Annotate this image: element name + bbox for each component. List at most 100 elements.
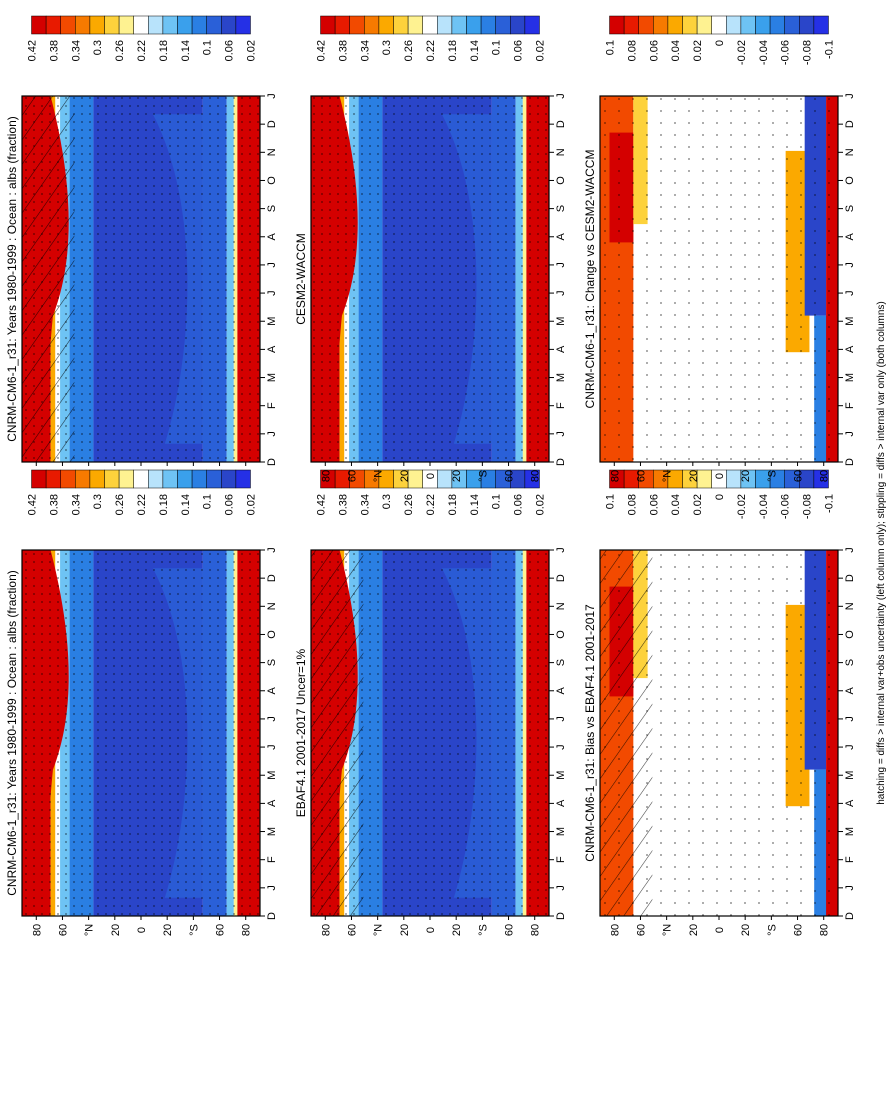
month-tick-label: D bbox=[555, 120, 567, 128]
colorbar-segment bbox=[378, 15, 394, 35]
colorbar-label: 0.18 bbox=[158, 494, 170, 515]
month-tick-label: M bbox=[844, 771, 856, 780]
month-tick-label: M bbox=[844, 827, 856, 836]
panel-3: EBAF4.1 2001-2017 Uncer=1% D J F M A M J J A S O N D J… bbox=[294, 469, 567, 936]
month-tick-label: J bbox=[844, 716, 856, 722]
colorbar-label: 0.26 bbox=[403, 494, 415, 515]
colorbar-label: 0.38 bbox=[48, 40, 60, 61]
colorbar-label: 0.18 bbox=[447, 494, 459, 515]
colorbar-label: 0.14 bbox=[180, 494, 192, 515]
lat-tick-label: 0 bbox=[425, 927, 437, 933]
month-tick-label: J bbox=[844, 885, 856, 891]
month-tick-label: J bbox=[266, 431, 278, 437]
month-tick-label: M bbox=[266, 771, 278, 780]
hatching-overlay bbox=[311, 550, 364, 916]
colorbar-segment bbox=[45, 15, 61, 35]
colorbar-segment bbox=[726, 15, 742, 35]
lat-tick-label: 20 bbox=[399, 924, 411, 936]
month-tick-label: J bbox=[266, 885, 278, 891]
month-tick-label: J bbox=[555, 744, 567, 750]
colorbar-segment bbox=[349, 15, 365, 35]
month-tick-label: D bbox=[844, 120, 856, 128]
colorbar-label: 0 bbox=[714, 494, 726, 500]
lat-tick-label: 80 bbox=[819, 470, 831, 482]
colorbar-segment bbox=[653, 15, 669, 35]
colorbar-label: 0.22 bbox=[425, 40, 437, 61]
panel-title: CNRM-CM6-1_r31: Years 1980-1999 : Ocean … bbox=[5, 570, 19, 895]
colorbar-label: 0.34 bbox=[359, 40, 371, 61]
colorbar-segment bbox=[769, 15, 785, 35]
month-tick-label: A bbox=[266, 686, 278, 694]
month-tick-label: J bbox=[266, 93, 278, 99]
colorbar-label: -0.04 bbox=[758, 494, 770, 519]
colorbar-segment bbox=[133, 469, 149, 489]
month-tick-label: O bbox=[555, 630, 567, 639]
lat-tick-label: °S bbox=[766, 470, 778, 482]
colorbar-segment bbox=[31, 15, 47, 35]
month-tick-label: J bbox=[555, 262, 567, 268]
month-tick-label: M bbox=[266, 827, 278, 836]
colorbar-segment bbox=[726, 469, 742, 489]
lat-tick-label: 20 bbox=[688, 470, 700, 482]
colorbar-segment bbox=[104, 15, 120, 35]
month-tick-label: M bbox=[844, 373, 856, 382]
colorbar-segment bbox=[89, 15, 105, 35]
month-tick-label: J bbox=[844, 290, 856, 296]
colorbar-segment bbox=[813, 469, 829, 489]
month-tick-label: J bbox=[844, 93, 856, 99]
stippling-overlay bbox=[311, 96, 549, 462]
colorbar-segment bbox=[133, 15, 149, 35]
month-tick-label: D bbox=[844, 574, 856, 582]
month-tick-label: N bbox=[266, 148, 278, 156]
colorbar-label: 0.02 bbox=[692, 494, 704, 515]
panel-6: CNRM-CM6-1_r31: Change vs CESM2-WACCM D J F… bbox=[583, 15, 856, 482]
colorbar-segment bbox=[148, 15, 164, 35]
month-tick-label: J bbox=[555, 547, 567, 553]
lat-tick-label: 60 bbox=[793, 924, 805, 936]
colorbar-segment bbox=[813, 15, 829, 35]
lat-tick-label: 80 bbox=[609, 924, 621, 936]
colorbar-label: 0.06 bbox=[648, 40, 660, 61]
colorbar-label: 0.08 bbox=[626, 494, 638, 515]
month-tick-label: O bbox=[555, 176, 567, 185]
colorbar-label: -0.02 bbox=[736, 40, 748, 65]
lat-tick-label: °N bbox=[662, 924, 674, 936]
month-tick-label: A bbox=[266, 799, 278, 807]
colorbar-segment bbox=[118, 469, 134, 489]
colorbar-label: 0.42 bbox=[316, 494, 328, 515]
panel-title: CNRM-CM6-1_r31: Years 1980-1999 : Ocean … bbox=[5, 116, 19, 441]
colorbar-segment bbox=[206, 15, 222, 35]
colorbar-label: 0.14 bbox=[469, 40, 481, 61]
colorbar-label: 0.38 bbox=[337, 40, 349, 61]
colorbar-segment bbox=[696, 15, 712, 35]
month-tick-label: F bbox=[844, 402, 856, 409]
colorbar-segment bbox=[221, 469, 237, 489]
colorbar-segment bbox=[682, 15, 698, 35]
colorbar-label: 0.26 bbox=[114, 494, 126, 515]
panel-title: CESM2-WACCM bbox=[294, 233, 308, 325]
lat-tick-label: 60 bbox=[346, 470, 358, 482]
month-tick-label: A bbox=[555, 345, 567, 353]
lat-tick-label: °N bbox=[373, 470, 385, 482]
colorbar-segment bbox=[320, 15, 336, 35]
month-tick-label: S bbox=[266, 659, 278, 666]
panel-5: CNRM-CM6-1_r31: Bias vs EBAF4.1 2001-201… bbox=[583, 469, 856, 936]
colorbar-label: 0.1 bbox=[202, 40, 214, 55]
colorbar-segment bbox=[148, 469, 164, 489]
colorbar-segment bbox=[437, 469, 453, 489]
lat-tick-label: °S bbox=[766, 924, 778, 936]
lat-tick-label: 20 bbox=[740, 470, 752, 482]
colorbar-segment bbox=[191, 469, 207, 489]
colorbar-segment bbox=[393, 15, 409, 35]
lat-tick-label: 60 bbox=[793, 470, 805, 482]
lat-tick-label: 0 bbox=[425, 473, 437, 479]
colorbar-segment bbox=[524, 15, 540, 35]
month-tick-label: M bbox=[844, 317, 856, 326]
lat-tick-label: 20 bbox=[451, 924, 463, 936]
panel-2: CNRM-CM6-1_r31: Years 1980-1999 : Ocean … bbox=[5, 469, 278, 936]
month-tick-label: D bbox=[555, 574, 567, 582]
month-tick-label: S bbox=[555, 205, 567, 212]
colorbar-label: 0.18 bbox=[447, 40, 459, 61]
colorbar-label: 0.02 bbox=[692, 40, 704, 61]
month-tick-label: M bbox=[555, 771, 567, 780]
